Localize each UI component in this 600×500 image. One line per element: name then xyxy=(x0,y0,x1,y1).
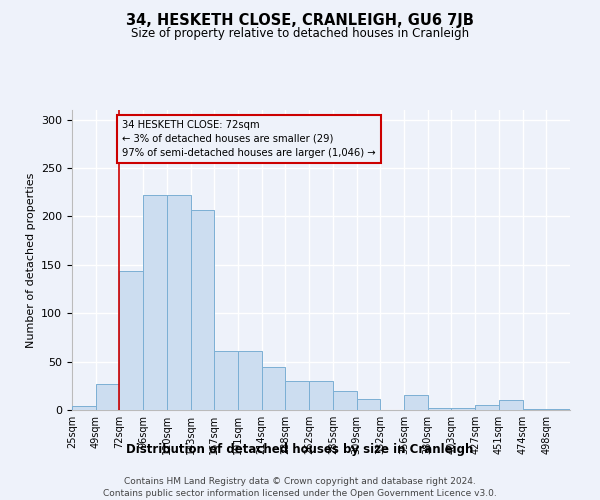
Text: 34 HESKETH CLOSE: 72sqm
← 3% of detached houses are smaller (29)
97% of semi-det: 34 HESKETH CLOSE: 72sqm ← 3% of detached… xyxy=(122,120,376,158)
Bar xyxy=(523,409,546,410)
Bar xyxy=(428,408,451,410)
Bar xyxy=(499,400,523,410)
Bar xyxy=(356,400,380,410)
Bar xyxy=(404,394,428,410)
Bar xyxy=(143,195,167,410)
Bar xyxy=(96,384,119,410)
Text: Size of property relative to detached houses in Cranleigh: Size of property relative to detached ho… xyxy=(131,28,469,40)
Bar xyxy=(546,409,570,410)
Text: 34, HESKETH CLOSE, CRANLEIGH, GU6 7JB: 34, HESKETH CLOSE, CRANLEIGH, GU6 7JB xyxy=(126,12,474,28)
Text: Distribution of detached houses by size in Cranleigh: Distribution of detached houses by size … xyxy=(127,442,473,456)
Bar xyxy=(119,270,143,410)
Bar xyxy=(475,405,499,410)
Bar xyxy=(214,351,238,410)
Bar xyxy=(262,368,286,410)
Bar xyxy=(167,195,191,410)
Bar xyxy=(286,381,309,410)
Bar xyxy=(191,210,214,410)
Bar xyxy=(72,406,96,410)
Y-axis label: Number of detached properties: Number of detached properties xyxy=(26,172,35,348)
Bar xyxy=(333,390,356,410)
Bar xyxy=(451,408,475,410)
Text: Contains public sector information licensed under the Open Government Licence v3: Contains public sector information licen… xyxy=(103,489,497,498)
Text: Contains HM Land Registry data © Crown copyright and database right 2024.: Contains HM Land Registry data © Crown c… xyxy=(124,478,476,486)
Bar xyxy=(238,351,262,410)
Bar xyxy=(309,381,333,410)
